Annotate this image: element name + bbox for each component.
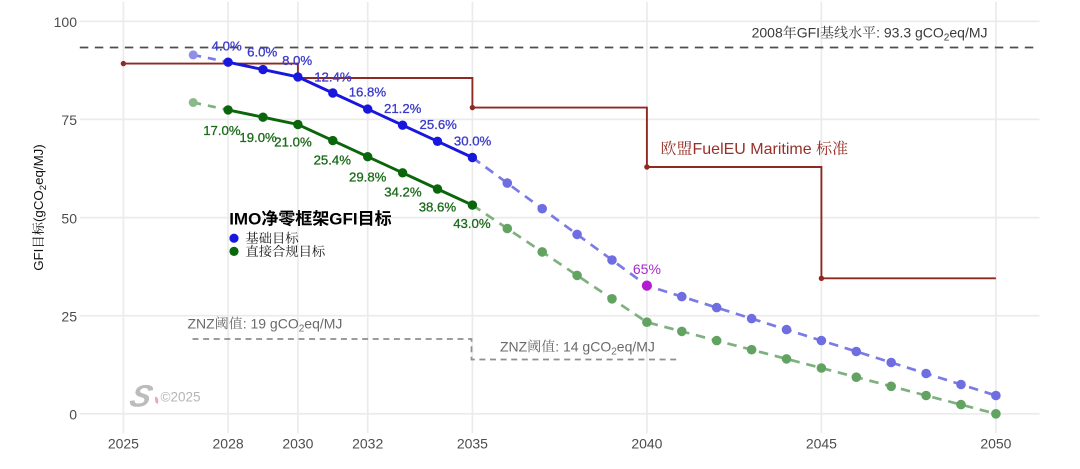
svg-text:FuelEU Maritime: FuelEU Maritime bbox=[693, 141, 812, 158]
svg-text:50: 50 bbox=[61, 210, 77, 226]
svg-text:25.4%: 25.4% bbox=[314, 152, 352, 167]
svg-text:(gCO: (gCO bbox=[31, 190, 46, 222]
svg-text:2: 2 bbox=[944, 33, 950, 44]
svg-text:75: 75 bbox=[61, 112, 77, 128]
svg-text:ZNZ: ZNZ bbox=[188, 315, 216, 331]
svg-text:38.6%: 38.6% bbox=[419, 200, 457, 215]
svg-text:2: 2 bbox=[611, 347, 617, 358]
svg-text:4.0%: 4.0% bbox=[212, 38, 242, 53]
svg-text:12.4%: 12.4% bbox=[314, 70, 352, 85]
svg-text:100: 100 bbox=[54, 14, 78, 30]
svg-text:: 93.3 gCO: : 93.3 gCO bbox=[876, 25, 944, 41]
svg-text:2: 2 bbox=[299, 324, 305, 335]
svg-text:IMO: IMO bbox=[229, 210, 261, 229]
svg-text:2040: 2040 bbox=[631, 435, 662, 451]
svg-text:43.0%: 43.0% bbox=[453, 216, 491, 231]
svg-text:30.0%: 30.0% bbox=[454, 133, 492, 148]
svg-text:16.8%: 16.8% bbox=[349, 85, 387, 100]
svg-text:eq/MJ: eq/MJ bbox=[304, 315, 342, 331]
svg-text:eq/MJ): eq/MJ) bbox=[31, 144, 46, 185]
svg-text:21.2%: 21.2% bbox=[384, 101, 422, 116]
svg-text:29.8%: 29.8% bbox=[349, 170, 387, 185]
svg-text:GFI: GFI bbox=[329, 210, 357, 229]
svg-text:2032: 2032 bbox=[352, 435, 383, 451]
svg-text:GFI: GFI bbox=[31, 249, 46, 271]
svg-text:2028: 2028 bbox=[213, 435, 244, 451]
svg-text:0: 0 bbox=[69, 407, 77, 423]
svg-text:21.0%: 21.0% bbox=[274, 134, 312, 149]
svg-text:2035: 2035 bbox=[457, 435, 488, 451]
svg-text:6.0%: 6.0% bbox=[247, 44, 277, 59]
svg-text:19.0%: 19.0% bbox=[239, 130, 277, 145]
svg-text:17.0%: 17.0% bbox=[203, 123, 241, 138]
svg-text:34.2%: 34.2% bbox=[384, 184, 422, 199]
svg-text:25.6%: 25.6% bbox=[419, 117, 457, 132]
svg-text:2: 2 bbox=[38, 185, 49, 190]
svg-text:2050: 2050 bbox=[980, 435, 1011, 451]
svg-text:2025: 2025 bbox=[108, 435, 139, 451]
svg-text:8.0%: 8.0% bbox=[282, 53, 312, 68]
svg-text:eq/MJ: eq/MJ bbox=[949, 25, 987, 41]
svg-text:: 19 gCO: : 19 gCO bbox=[243, 315, 299, 331]
svg-text:2045: 2045 bbox=[806, 435, 837, 451]
svg-text:©2025: ©2025 bbox=[161, 390, 201, 405]
svg-text:25: 25 bbox=[61, 309, 77, 325]
svg-text:: 14 gCO: : 14 gCO bbox=[555, 338, 611, 354]
svg-text:2008: 2008 bbox=[752, 25, 783, 41]
svg-text:2030: 2030 bbox=[282, 435, 313, 451]
svg-text:65%: 65% bbox=[633, 261, 661, 277]
svg-text:eq/MJ: eq/MJ bbox=[617, 338, 655, 354]
svg-text:GFI: GFI bbox=[797, 25, 820, 41]
svg-text:ZNZ: ZNZ bbox=[500, 338, 528, 354]
